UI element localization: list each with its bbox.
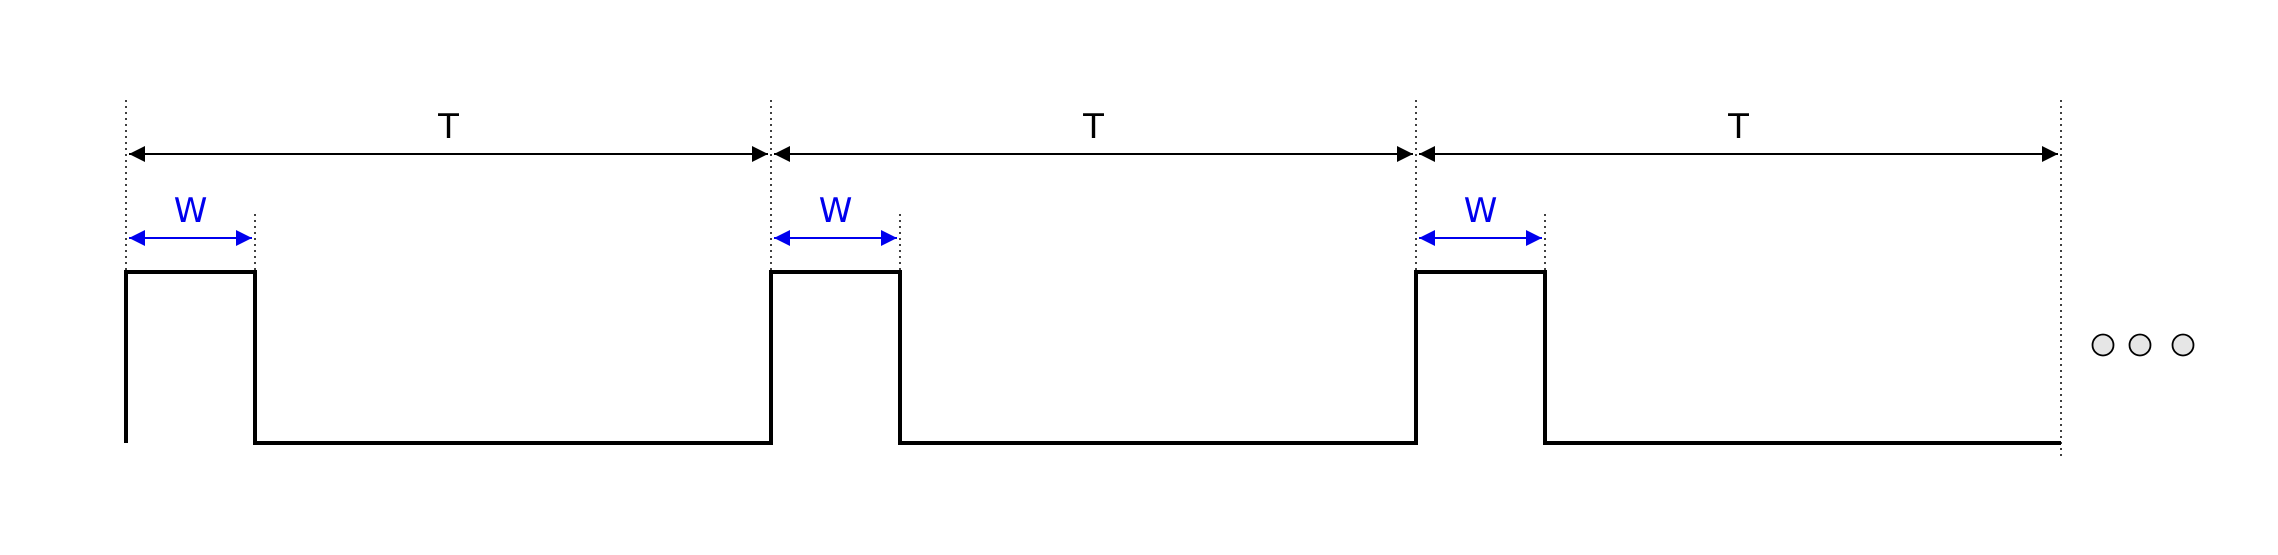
period-label: T xyxy=(1727,107,1749,147)
period-label: T xyxy=(437,107,459,147)
ellipsis-dot xyxy=(2128,333,2152,357)
ellipsis-dot xyxy=(2091,333,2115,357)
ellipsis-dot xyxy=(2171,333,2195,357)
continuation-ellipsis xyxy=(2091,333,2195,357)
dotted-guide-lines xyxy=(125,100,2062,456)
square-wave-signal xyxy=(124,270,2061,445)
width-label: W xyxy=(819,191,853,231)
width-label: W xyxy=(174,191,208,231)
width-label: W xyxy=(1464,191,1498,231)
period-label: T xyxy=(1082,107,1104,147)
